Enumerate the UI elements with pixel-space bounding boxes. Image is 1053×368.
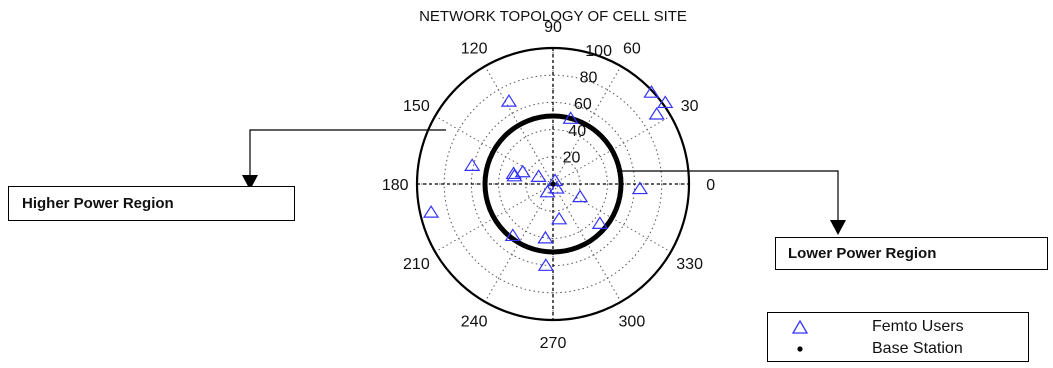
femto-user-marker (551, 211, 568, 225)
legend-label-femto-users: Femto Users (872, 318, 964, 335)
radial-tick-label: 100 (585, 43, 612, 60)
lower-power-arrowhead (830, 220, 846, 235)
higher-power-region-text: Higher Power Region (22, 195, 174, 212)
femto-user-marker (514, 164, 531, 178)
angle-tick-label: 60 (623, 40, 641, 57)
femto-user-marker (648, 106, 665, 120)
radial-tick-labels: 20 40 60 80 100 (563, 43, 612, 166)
triangle-icon (768, 319, 832, 335)
chart-legend: Femto Users Base Station (767, 312, 1029, 362)
grid-ring (498, 129, 608, 239)
legend-item-femto-users: Femto Users (768, 316, 1028, 338)
femto-user-marker (548, 180, 565, 194)
dot-icon (768, 341, 832, 357)
femto-user-marker (530, 169, 547, 182)
angle-tick-label: 180 (382, 177, 409, 194)
annotation-arrows (242, 129, 846, 235)
femto-user-marker (591, 216, 608, 229)
angle-tick-label: 210 (403, 256, 430, 273)
femto-user-marker (657, 95, 674, 109)
angle-tick-label: 150 (403, 98, 430, 115)
radial-tick-label: 20 (563, 149, 581, 166)
angle-tick-label: 240 (461, 314, 488, 331)
femto-user-marker (500, 94, 518, 107)
higher-power-arrowhead (242, 175, 258, 190)
lower-power-region-text: Lower Power Region (788, 245, 937, 262)
femto-user-marker (572, 189, 589, 203)
femto-user-marker (537, 230, 554, 244)
angle-tick-label: 90 (544, 19, 562, 36)
radial-tick-label: 40 (568, 123, 586, 140)
femto-user-marker (643, 85, 660, 98)
angle-tick-label: 120 (461, 40, 488, 57)
angle-tick-label: 0 (706, 177, 715, 194)
femto-user-marker (464, 158, 481, 171)
femto-user-marker (631, 181, 649, 195)
femto-user-marker (504, 228, 521, 242)
lower-power-arrow-line (617, 170, 839, 225)
legend-item-base-station: Base Station (768, 338, 1028, 360)
radial-tick-label: 60 (574, 96, 592, 113)
base-station-marker (550, 181, 556, 187)
higher-power-arrow-line (249, 129, 446, 180)
boundary-circle (482, 113, 624, 255)
angle-tick-label: 270 (540, 335, 567, 352)
grid-ring (443, 74, 663, 294)
legend-label-base-station: Base Station (872, 340, 963, 357)
femto-user-marker (506, 168, 523, 182)
femto-user-marker (422, 205, 440, 218)
angle-tick-label: 300 (619, 314, 646, 331)
data-points (422, 85, 674, 271)
radial-tick-label: 80 (580, 70, 598, 87)
angle-tick-label: 330 (676, 256, 703, 273)
lower-power-region-label: Lower Power Region (775, 237, 1048, 270)
higher-power-region-label: Higher Power Region (8, 186, 295, 221)
angle-tick-label: 30 (681, 98, 699, 115)
angle-tick-labels: 0 30 60 90 120 150 180 210 240 270 300 330 (382, 19, 715, 352)
femto-user-marker (562, 111, 579, 124)
chart-title: NETWORK TOPOLOGY OF CELL SITE (419, 8, 687, 25)
outer-ring (415, 46, 691, 322)
femto-user-marker (537, 258, 554, 271)
